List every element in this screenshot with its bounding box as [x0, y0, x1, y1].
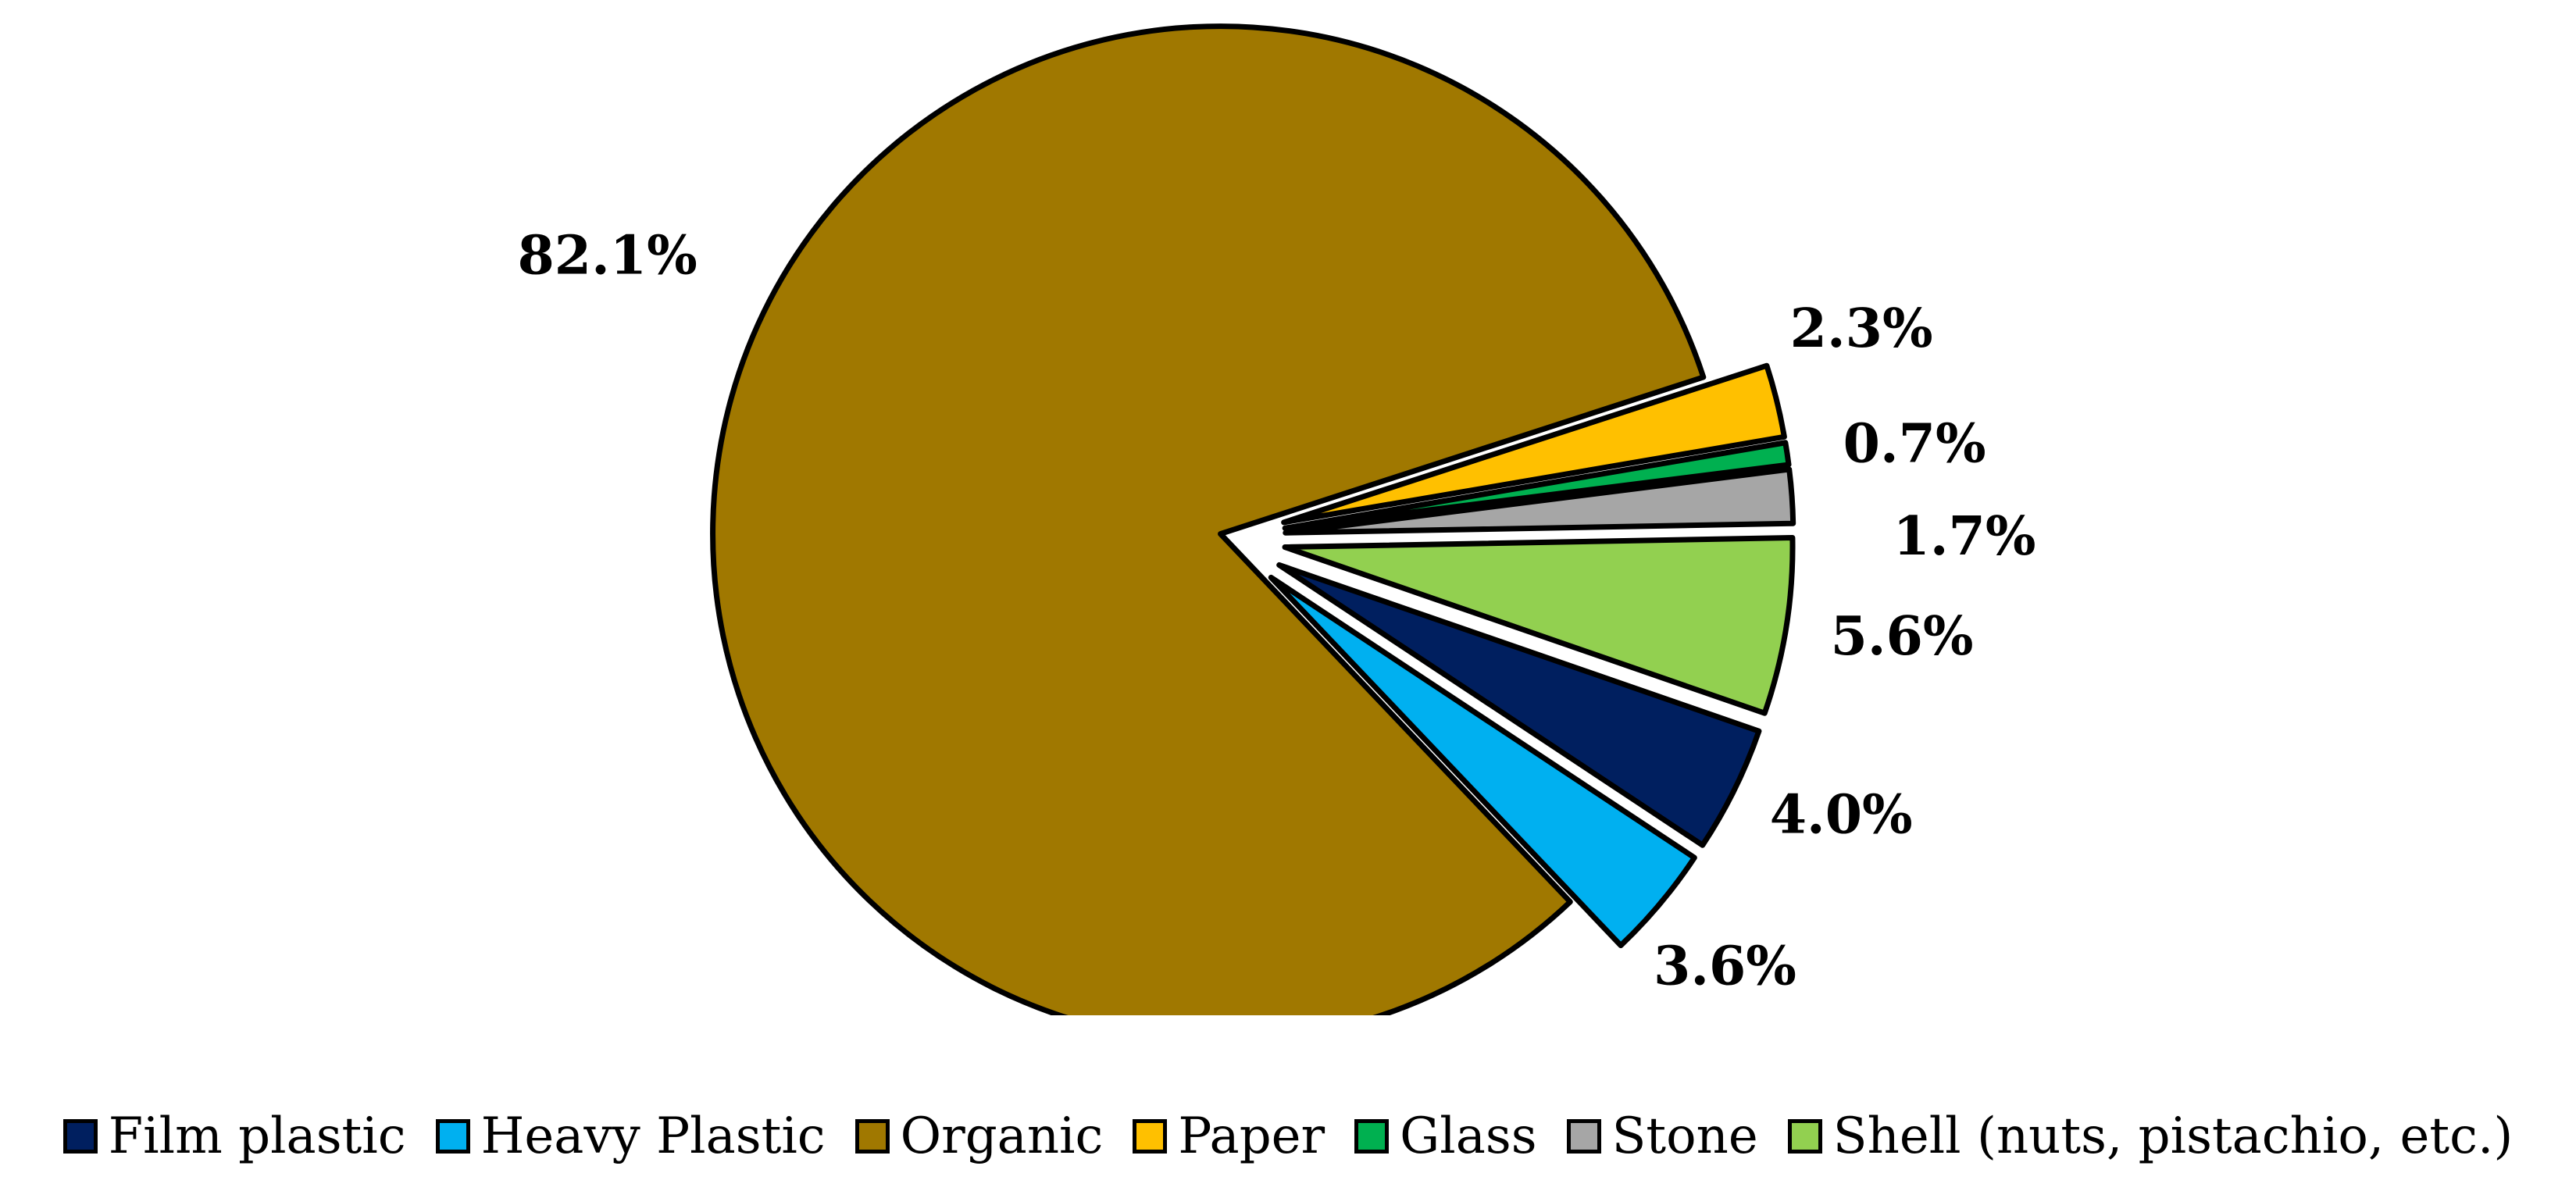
pie-slice-shell-nuts-pistachio-etc: [1282, 535, 1796, 716]
data-label-heavy-plastic: 3.6%: [1654, 936, 1796, 998]
pie-slice-heavy-plastic: [1268, 574, 1697, 949]
legend-label-stone: Stone: [1611, 1107, 1758, 1165]
legend-swatch-glass: [1354, 1119, 1390, 1154]
legend-swatch-organic: [855, 1119, 890, 1154]
legend-item-organic: Organic: [855, 1107, 1104, 1165]
legend-item-heavy-plastic: Heavy Plastic: [435, 1107, 826, 1165]
data-label-film-plastic: 4.0%: [1770, 783, 1913, 846]
legend-label-glass: Glass: [1400, 1107, 1537, 1165]
pie-slice-stone: [1283, 466, 1796, 536]
pie-slice-paper: [1281, 362, 1787, 526]
data-label-glass: 0.7%: [1843, 413, 1986, 476]
legend-label-organic: Organic: [900, 1107, 1104, 1165]
legend-label-shell: Shell (nuts, pistachio, etc.): [1832, 1107, 2514, 1165]
legend-item-shell: Shell (nuts, pistachio, etc.): [1787, 1107, 2514, 1165]
data-label-shell-nuts-pistachio-etc: 5.6%: [1831, 605, 1974, 668]
pie-chart: 3.6% 4.0% 5.6% 1.7% 0.7% 2.3% 82.1%: [517, 23, 2036, 1015]
legend-item-paper: Paper: [1133, 1107, 1325, 1165]
legend: Film plastic Heavy Plastic Organic Paper…: [0, 1089, 2576, 1183]
legend-label-film-plastic: Film plastic: [108, 1107, 406, 1165]
data-label-stone: 1.7%: [1893, 505, 2036, 568]
legend-item-stone: Stone: [1566, 1107, 1758, 1165]
legend-swatch-heavy-plastic: [435, 1119, 470, 1154]
pie-slice-glass: [1282, 440, 1792, 531]
data-label-paper: 2.3%: [1790, 298, 1933, 360]
legend-label-paper: Paper: [1178, 1107, 1325, 1165]
legend-swatch-stone: [1566, 1119, 1601, 1154]
data-label-organic: 82.1%: [517, 225, 697, 287]
legend-label-heavy-plastic: Heavy Plastic: [480, 1107, 826, 1165]
legend-swatch-paper: [1133, 1119, 1168, 1154]
legend-item-film-plastic: Film plastic: [62, 1107, 406, 1165]
legend-swatch-shell: [1787, 1119, 1822, 1154]
legend-item-glass: Glass: [1354, 1107, 1537, 1165]
legend-swatch-film-plastic: [62, 1119, 98, 1154]
pie-slice-film-plastic: [1276, 562, 1762, 848]
pie-slice-organic: [710, 23, 1707, 1015]
